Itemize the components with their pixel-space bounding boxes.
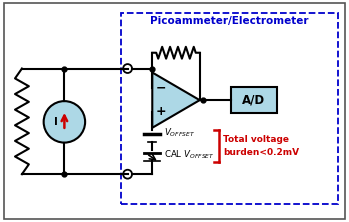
Text: A/D: A/D (243, 94, 266, 107)
Text: I: I (53, 117, 58, 127)
Circle shape (44, 101, 85, 143)
Bar (231, 87, 277, 113)
Text: $V_{OFFSET}$: $V_{OFFSET}$ (164, 127, 195, 139)
Text: burden<0.2mV: burden<0.2mV (223, 149, 299, 157)
Bar (121, 13, 338, 204)
Text: −: − (156, 82, 166, 95)
Text: CAL $V_{OFFSET}$: CAL $V_{OFFSET}$ (164, 148, 215, 161)
Circle shape (123, 170, 132, 179)
Polygon shape (152, 73, 200, 128)
Circle shape (123, 64, 132, 73)
Text: Total voltage: Total voltage (223, 135, 289, 144)
Text: Picoammeter/Electrometer: Picoammeter/Electrometer (150, 16, 309, 26)
Text: +: + (156, 105, 166, 119)
